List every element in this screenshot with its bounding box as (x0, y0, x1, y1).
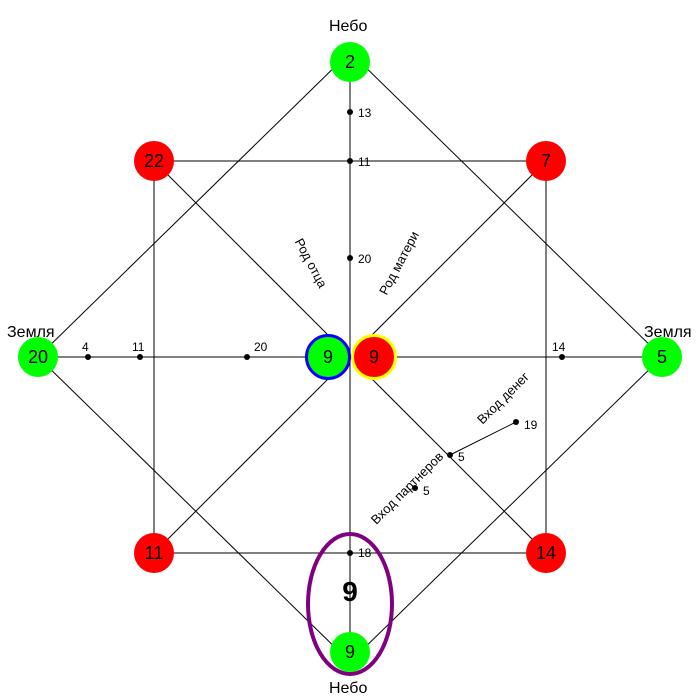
small-point-label: 14 (552, 340, 565, 354)
node-tr: 7 (526, 141, 566, 181)
node-center_left: 9 (305, 334, 351, 380)
small-point (513, 419, 519, 425)
small-point-label: 4 (82, 340, 89, 354)
node-tl: 22 (134, 141, 174, 181)
node-br: 14 (526, 533, 566, 573)
small-point (447, 452, 453, 458)
small-point (85, 354, 91, 360)
small-point-label: 11 (132, 340, 144, 354)
axis-label: Земля (644, 324, 692, 342)
node-right: 5 (642, 337, 682, 377)
small-point-label: 20 (254, 340, 267, 354)
node-top: 2 (330, 42, 370, 82)
small-point (559, 354, 565, 360)
small-point (137, 354, 143, 360)
node-left: 20 (18, 337, 58, 377)
small-point-label: 5 (423, 484, 430, 498)
small-point-label: 5 (458, 450, 465, 464)
axis-label: Земля (7, 324, 55, 342)
axis-label: Небо (329, 18, 367, 36)
small-point (244, 354, 250, 360)
diagram-canvas: 1311204112014185519922272051114999НебоЗе… (0, 0, 700, 700)
small-point-label: 19 (524, 418, 537, 432)
small-point (347, 158, 353, 164)
axis-label: Небо (329, 680, 367, 698)
small-point (347, 109, 353, 115)
small-point-label: 20 (358, 252, 371, 266)
node-bl: 11 (134, 533, 174, 573)
small-point-label: 11 (358, 155, 370, 169)
small-point (347, 255, 353, 261)
small-point-label: 18 (358, 546, 371, 560)
node-bottom: 9 (330, 632, 370, 672)
small-point (347, 550, 353, 556)
node-center_right: 9 (351, 334, 397, 380)
emphasis-number: 9 (342, 576, 358, 608)
small-point-label: 13 (358, 106, 371, 120)
